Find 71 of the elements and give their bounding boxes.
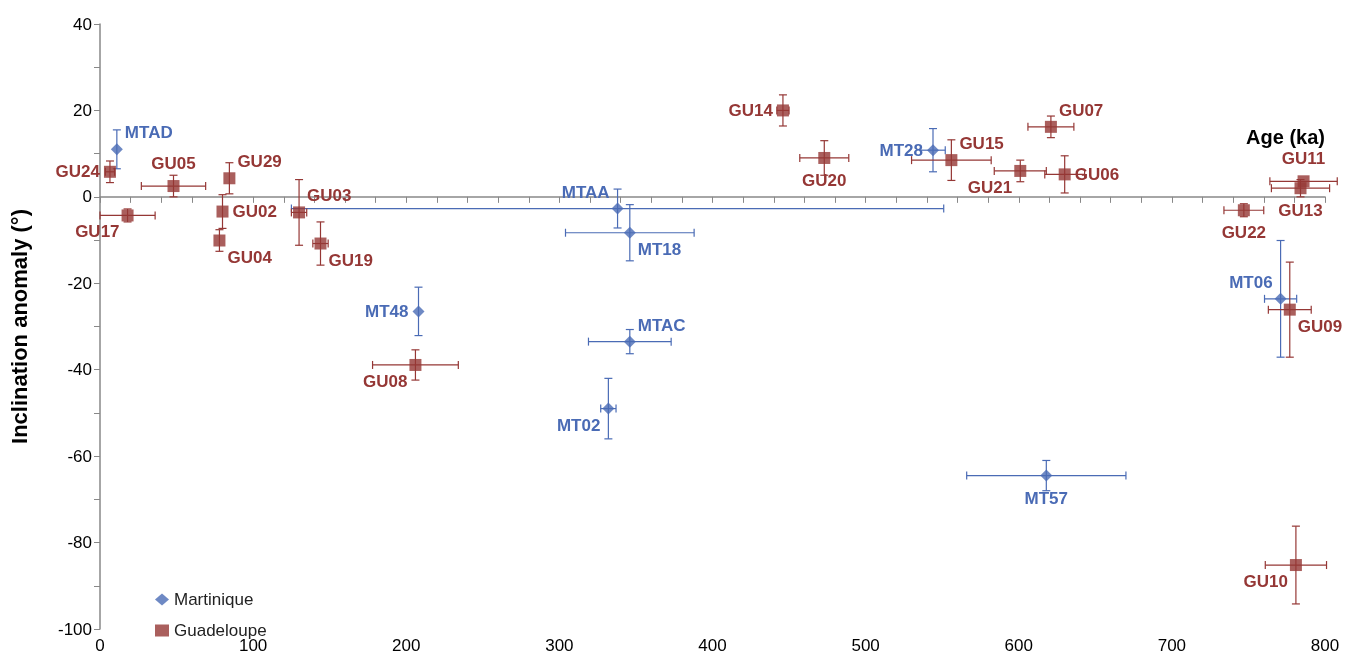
point bbox=[623, 226, 636, 239]
point bbox=[412, 305, 425, 318]
x-axis-title: Age (ka) bbox=[1246, 125, 1325, 148]
annotation: GU17 bbox=[75, 222, 120, 242]
annotation: GU05 bbox=[151, 154, 196, 174]
x-tick-label: 400 bbox=[698, 636, 727, 654]
annotation: MT06 bbox=[1229, 272, 1273, 292]
annotation: GU06 bbox=[1074, 164, 1120, 184]
annotation: GU02 bbox=[232, 202, 277, 222]
y-tick-label: -60 bbox=[67, 446, 92, 466]
point bbox=[110, 143, 123, 156]
point bbox=[611, 202, 624, 215]
point bbox=[1274, 292, 1287, 305]
x-tick-label: 800 bbox=[1310, 636, 1340, 654]
y-tick-label: 20 bbox=[73, 100, 92, 120]
annotation: MT02 bbox=[556, 415, 601, 435]
point bbox=[103, 165, 116, 178]
point bbox=[1044, 120, 1057, 133]
y-tick-label: -20 bbox=[67, 273, 92, 293]
legend-label: Guadeloupe bbox=[174, 621, 267, 640]
point bbox=[213, 234, 226, 247]
point bbox=[1294, 182, 1307, 195]
point bbox=[1289, 559, 1302, 572]
x-tick-label: 700 bbox=[1157, 636, 1187, 654]
y-axis-title: Inclination anomaly (°) bbox=[6, 209, 32, 444]
x-tick-label: 0 bbox=[95, 636, 105, 654]
annotation: GU09 bbox=[1297, 316, 1343, 336]
annotation: MT48 bbox=[365, 301, 409, 321]
annotation: GU19 bbox=[328, 250, 373, 270]
annotation: GU04 bbox=[227, 247, 273, 267]
annotation: GU29 bbox=[237, 152, 282, 172]
annotation: GU13 bbox=[1278, 201, 1323, 221]
point bbox=[1040, 469, 1053, 482]
annotation: MT28 bbox=[879, 140, 923, 160]
annotation: GU03 bbox=[307, 186, 352, 206]
annotation: MT57 bbox=[1024, 488, 1069, 508]
annotation: GU07 bbox=[1058, 100, 1104, 120]
annotation: GU11 bbox=[1281, 149, 1326, 169]
y-tick-label: 0 bbox=[82, 187, 92, 207]
legend-label: Martinique bbox=[174, 590, 254, 609]
annotation: MTAC bbox=[637, 315, 686, 335]
annotation: GU21 bbox=[967, 177, 1013, 197]
annotation: MTAD bbox=[124, 123, 173, 143]
annotation: GU08 bbox=[363, 371, 408, 391]
point bbox=[1058, 168, 1071, 181]
annotation: MTAA bbox=[561, 182, 610, 202]
annotation: GU24 bbox=[55, 162, 101, 182]
point bbox=[945, 154, 958, 167]
annotation: GU10 bbox=[1243, 572, 1288, 592]
x-tick-label: 300 bbox=[545, 636, 574, 654]
x-tick-label: 200 bbox=[392, 636, 421, 654]
annotation: GU14 bbox=[728, 100, 774, 120]
y-tick-label: -40 bbox=[67, 360, 92, 380]
y-tick-label: -80 bbox=[67, 533, 92, 553]
annotation: GU22 bbox=[1221, 223, 1267, 243]
point bbox=[216, 205, 229, 218]
point bbox=[927, 144, 939, 157]
point bbox=[623, 335, 636, 348]
x-tick-label: 600 bbox=[1004, 636, 1033, 654]
point bbox=[167, 180, 180, 193]
annotation: GU20 bbox=[802, 170, 847, 190]
point bbox=[818, 151, 831, 164]
annotation: MT18 bbox=[637, 239, 682, 259]
point bbox=[409, 358, 422, 371]
point bbox=[1283, 303, 1296, 316]
point bbox=[1014, 164, 1027, 177]
y-tick-label: 40 bbox=[73, 14, 92, 34]
y-tick-label: -100 bbox=[57, 619, 92, 639]
point bbox=[223, 172, 236, 185]
annotation: GU15 bbox=[959, 134, 1004, 154]
x-tick-label: 500 bbox=[851, 636, 880, 654]
